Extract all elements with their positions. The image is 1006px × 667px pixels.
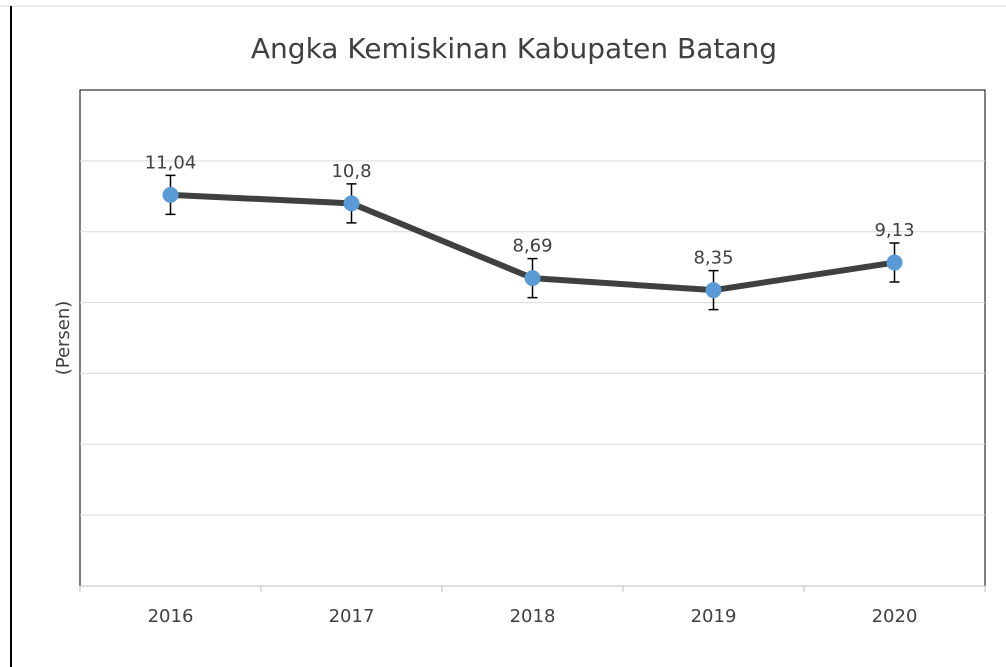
y-axis-label: (Persen) bbox=[53, 301, 74, 376]
marker bbox=[705, 282, 722, 299]
x-tick-label: 2018 bbox=[510, 606, 556, 627]
x-tick-label: 2017 bbox=[329, 606, 375, 627]
plot-area bbox=[79, 89, 986, 587]
marker bbox=[524, 270, 541, 287]
marker bbox=[162, 186, 179, 203]
data-label: 10,8 bbox=[331, 161, 371, 182]
marker bbox=[343, 195, 360, 212]
x-tick-label: 2016 bbox=[148, 606, 194, 627]
marker bbox=[886, 254, 903, 271]
data-label: 11,04 bbox=[145, 152, 197, 173]
data-label: 8,69 bbox=[512, 236, 552, 257]
chart-title: Angka Kemiskinan Kabupaten Batang bbox=[251, 32, 777, 65]
data-label: 8,35 bbox=[693, 248, 733, 269]
x-tick-label: 2019 bbox=[691, 606, 737, 627]
x-tick-label: 2020 bbox=[872, 606, 918, 627]
data-label: 9,13 bbox=[874, 220, 914, 241]
